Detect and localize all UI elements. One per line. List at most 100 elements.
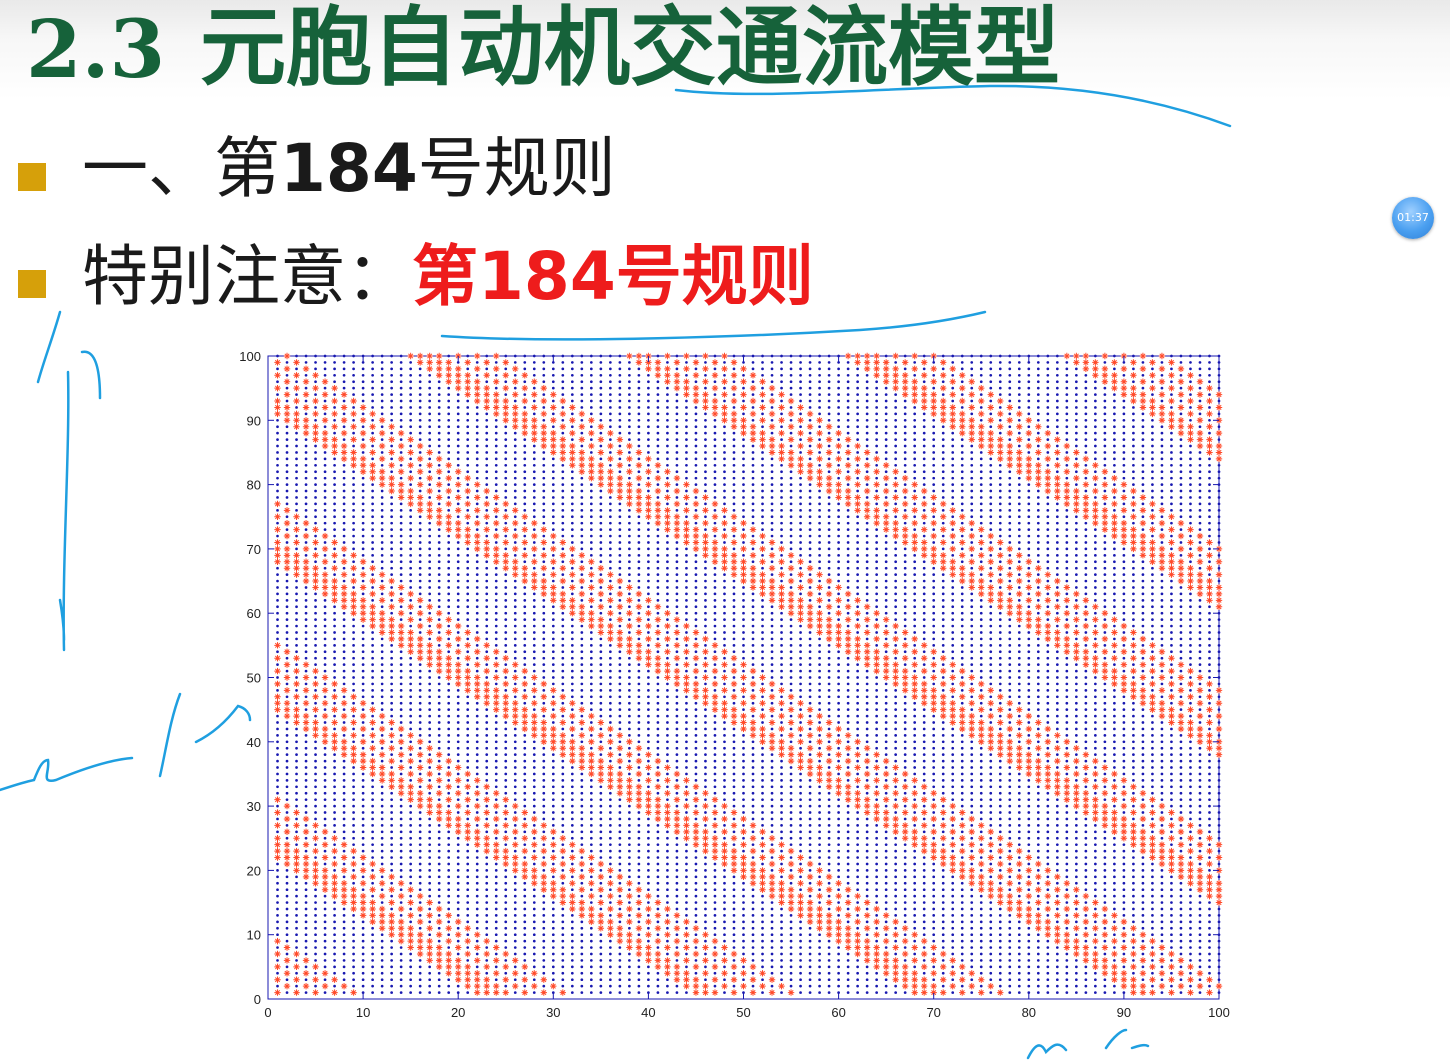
empty-cell-marker <box>856 772 859 776</box>
empty-cell-marker <box>437 618 441 621</box>
empty-cell-marker <box>751 753 755 757</box>
empty-cell-marker <box>276 772 279 776</box>
empty-cell-marker <box>380 386 384 390</box>
empty-cell-marker <box>799 843 802 847</box>
empty-cell-marker <box>456 598 460 602</box>
empty-cell-marker <box>390 470 393 474</box>
empty-cell-marker <box>513 496 517 499</box>
empty-cell-marker <box>618 663 622 666</box>
empty-cell-marker <box>561 798 565 802</box>
empty-cell-marker <box>551 753 555 757</box>
empty-cell-marker <box>399 811 403 814</box>
empty-cell-marker <box>504 586 508 589</box>
empty-cell-marker <box>561 682 565 686</box>
empty-cell-marker <box>561 476 565 480</box>
empty-cell-marker <box>666 881 669 885</box>
empty-cell-marker <box>456 631 460 634</box>
empty-cell-marker <box>799 528 802 531</box>
empty-cell-marker <box>437 856 441 859</box>
empty-cell-marker <box>276 875 279 879</box>
empty-cell-marker <box>761 489 764 493</box>
empty-cell-marker <box>628 566 631 570</box>
empty-cell-marker <box>856 824 859 827</box>
empty-cell-marker <box>789 534 793 538</box>
empty-cell-marker <box>789 926 793 930</box>
empty-cell-marker <box>323 959 327 962</box>
empty-cell-marker <box>342 508 346 512</box>
empty-cell-marker <box>865 412 869 416</box>
empty-cell-marker <box>723 644 726 647</box>
empty-cell-marker <box>285 759 289 763</box>
empty-cell-marker <box>304 483 308 486</box>
empty-cell-marker <box>342 798 346 802</box>
empty-cell-marker <box>913 862 917 866</box>
empty-cell-marker <box>475 631 479 634</box>
empty-cell-marker <box>532 959 536 962</box>
empty-cell-marker <box>323 798 327 802</box>
empty-cell-marker <box>475 965 479 969</box>
empty-cell-marker <box>485 914 489 917</box>
empty-cell-marker <box>951 798 955 802</box>
empty-cell-marker <box>723 875 726 879</box>
empty-cell-marker <box>361 811 365 814</box>
empty-cell-marker <box>827 984 831 988</box>
empty-cell-marker <box>628 695 631 699</box>
empty-cell-marker <box>390 830 393 834</box>
empty-cell-marker <box>390 862 393 866</box>
empty-cell-marker <box>323 566 327 570</box>
empty-cell-marker <box>437 759 441 763</box>
slide-title: 2.3 元胞自动机交通流模型 <box>0 0 1450 100</box>
empty-cell-marker <box>865 586 869 589</box>
empty-cell-marker <box>827 824 831 827</box>
empty-cell-marker <box>932 644 936 647</box>
empty-cell-marker <box>837 901 840 904</box>
empty-cell-marker <box>276 830 279 834</box>
empty-cell-marker <box>732 496 736 499</box>
empty-cell-marker <box>647 862 650 866</box>
empty-cell-marker <box>628 431 631 435</box>
empty-cell-marker <box>618 727 622 731</box>
empty-cell-marker <box>523 560 527 564</box>
empty-cell-marker <box>276 418 279 422</box>
empty-cell-marker <box>846 875 850 879</box>
empty-cell-marker <box>894 785 898 789</box>
empty-cell-marker <box>475 708 479 712</box>
empty-cell-marker <box>637 881 641 885</box>
empty-cell-marker <box>304 354 308 358</box>
empty-cell-marker <box>314 701 317 705</box>
empty-cell-marker <box>694 444 698 448</box>
empty-cell-marker <box>333 380 336 384</box>
timer-badge[interactable]: 01:37 <box>1392 197 1434 239</box>
empty-cell-marker <box>589 939 593 943</box>
empty-cell-marker <box>951 586 955 589</box>
empty-cell-marker <box>875 869 878 872</box>
empty-cell-marker <box>380 380 384 384</box>
empty-cell-marker <box>295 984 298 988</box>
empty-cell-marker <box>932 611 936 615</box>
empty-cell-marker <box>894 836 898 840</box>
empty-cell-marker <box>475 734 479 737</box>
empty-cell-marker <box>285 496 289 499</box>
empty-cell-marker <box>551 682 555 686</box>
empty-cell-marker <box>837 843 840 847</box>
empty-cell-marker <box>352 785 355 789</box>
empty-cell-marker <box>808 515 812 519</box>
empty-cell-marker <box>456 734 460 737</box>
empty-cell-marker <box>846 689 850 692</box>
empty-cell-marker <box>856 399 859 403</box>
empty-cell-marker <box>827 380 831 384</box>
empty-cell-marker <box>361 746 365 750</box>
empty-cell-marker <box>837 650 840 654</box>
empty-cell-marker <box>323 753 327 757</box>
empty-cell-marker <box>618 534 622 538</box>
empty-cell-marker <box>628 463 631 467</box>
empty-cell-marker <box>751 560 755 564</box>
empty-cell-marker <box>399 914 403 917</box>
empty-cell-marker <box>551 785 555 789</box>
empty-cell-marker <box>675 566 679 570</box>
empty-cell-marker <box>418 682 422 686</box>
empty-cell-marker <box>837 701 840 705</box>
empty-cell-marker <box>932 361 936 364</box>
empty-cell-marker <box>437 978 441 982</box>
empty-cell-marker <box>875 978 878 982</box>
